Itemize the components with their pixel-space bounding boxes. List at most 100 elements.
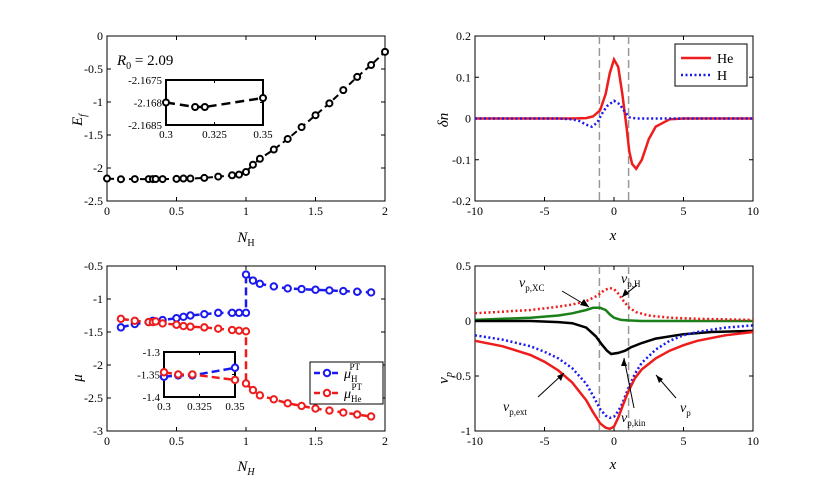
p3-marker bbox=[214, 324, 223, 333]
p1-marker bbox=[283, 134, 292, 143]
p1-marker bbox=[325, 99, 334, 108]
p3i-y-tick-label: -1.4 bbox=[143, 392, 161, 404]
p3-inset-line bbox=[163, 366, 236, 379]
p4-y-ticks: 0.5 0 -0.5 -1 bbox=[452, 259, 753, 438]
p2-legend: He H bbox=[674, 43, 748, 87]
p4-arrowhead-kin bbox=[621, 358, 627, 366]
p3-marker bbox=[227, 325, 237, 335]
p3i-x-tick-label: 0.3 bbox=[157, 401, 171, 413]
p3-marker bbox=[339, 408, 348, 417]
p3-marker bbox=[339, 286, 348, 296]
p3-marker bbox=[297, 401, 306, 411]
p2-x-label: x bbox=[609, 228, 617, 244]
p1-marker bbox=[248, 160, 257, 169]
p1-x-ticks: 0 0.5 1 1.5 2 bbox=[104, 36, 388, 218]
p3-marker bbox=[214, 308, 223, 318]
p3-marker bbox=[227, 308, 237, 318]
p3-marker bbox=[269, 282, 278, 291]
p1-y-tick-label: -1.5 bbox=[84, 128, 103, 142]
p2-y-tick-label: 0.2 bbox=[456, 29, 471, 43]
p1-marker bbox=[214, 172, 223, 181]
p3-marker bbox=[186, 311, 195, 320]
p1-marker bbox=[242, 167, 250, 176]
p3-inset-marker bbox=[230, 375, 240, 385]
p3-x-tick-label: 1.5 bbox=[308, 434, 323, 448]
p3-y-tick-label: -1.5 bbox=[84, 325, 103, 339]
p3-marker bbox=[255, 391, 265, 400]
p4-arrowhead-vp bbox=[656, 375, 663, 383]
p2-y-tick-label: -0.2 bbox=[452, 194, 471, 208]
p3-y-tick-label: -2.5 bbox=[84, 391, 103, 405]
p1-marker bbox=[297, 123, 306, 132]
p4-x-tick-label: 10 bbox=[747, 434, 759, 448]
p4-x-label: x bbox=[609, 457, 617, 473]
p3-inset-marker bbox=[174, 370, 183, 379]
p4-label-vp: vp bbox=[680, 401, 691, 418]
p1-marker bbox=[353, 72, 362, 81]
p4-arrowhead-xc bbox=[580, 299, 589, 307]
p2-y-ticks: 0.2 0.1 0 -0.1 -0.2 bbox=[452, 29, 753, 208]
p3-marker bbox=[311, 404, 320, 413]
p4-x-tick-label: -10 bbox=[467, 434, 483, 448]
p3-inset: 0.3 0.325 0.35 -1.3 -1.35 -1.4 bbox=[137, 347, 245, 413]
p3-marker bbox=[366, 288, 376, 297]
p1-inset-series bbox=[162, 94, 267, 111]
p2-partition-lines bbox=[598, 36, 630, 201]
p3i-x-tick-label: 0.325 bbox=[187, 401, 212, 413]
p3-marker bbox=[241, 379, 251, 388]
p3-y-label: μ bbox=[70, 374, 86, 383]
p4-series-vp bbox=[474, 324, 754, 420]
p4-series-vp,ext bbox=[474, 330, 754, 431]
p2-x-ticks: -10 -5 0 5 10 bbox=[467, 36, 759, 218]
p2-series-H bbox=[475, 99, 753, 129]
p3-legend: μHPT μHePT bbox=[309, 361, 384, 405]
p2-x-tick-label: -5 bbox=[540, 204, 550, 218]
p4-series-vp,kin bbox=[475, 319, 754, 356]
p4-arrowhead-ext bbox=[557, 373, 564, 381]
p3-marker bbox=[255, 279, 265, 289]
p1-inset: 0.3 0.325 0.35 -2.1675 -2.168 -2.1685 bbox=[128, 75, 273, 141]
p1-marker bbox=[235, 170, 244, 179]
p3-y-tick-label: -2 bbox=[93, 358, 103, 372]
p1-annotation-r0: R0 = 2.09 bbox=[116, 53, 173, 72]
p1i-x-tick-label: 0.3 bbox=[159, 129, 173, 141]
p3-marker bbox=[116, 323, 126, 332]
p4-label-vp-xc: vp,XC bbox=[519, 276, 544, 293]
p3-x-tick-label: 0.5 bbox=[169, 434, 184, 448]
p3-legend-he-marker bbox=[322, 388, 332, 398]
p3-legend-h-marker bbox=[322, 368, 332, 378]
p3-inset-marker bbox=[230, 363, 240, 372]
p1-marker bbox=[179, 174, 188, 183]
p1i-x-tick-label: 0.35 bbox=[253, 129, 273, 141]
p1-y-tick-label: -0.5 bbox=[84, 62, 103, 76]
p3-marker bbox=[269, 395, 278, 404]
p1-y-label: Ef bbox=[70, 113, 89, 127]
p4-y-tick-label: 0 bbox=[465, 314, 471, 328]
p3-y-tick-label: -1 bbox=[93, 292, 103, 306]
p3-inset-y-ticks: -1.3 -1.35 -1.4 bbox=[137, 347, 235, 404]
p1-inset-marker bbox=[162, 98, 170, 107]
p1i-y-tick-label: -2.1675 bbox=[128, 75, 162, 87]
p3-marker bbox=[353, 410, 362, 419]
p2-y-tick-label: -0.1 bbox=[452, 153, 471, 167]
p3-marker bbox=[248, 385, 258, 395]
p3-marker bbox=[116, 314, 126, 323]
p3-inset-marker bbox=[159, 368, 169, 377]
p3-marker bbox=[172, 320, 181, 329]
p3-x-tick-label: 1 bbox=[243, 434, 249, 448]
p3-y-ticks: -0.5 -1 -1.5 -2 -2.5 -3 bbox=[84, 259, 385, 438]
panel-formation-energy: 0 0.5 1 1.5 2 0 -0.5 -1 -1.5 -2 -2.5 R0 = 2.09 NH… bbox=[70, 29, 389, 249]
p2-legend-he: He bbox=[717, 52, 733, 67]
p1-x-tick-label: 2 bbox=[382, 204, 388, 218]
p3-marker bbox=[234, 326, 244, 335]
p1-inset-y-ticks: -2.1675 -2.168 -2.1685 bbox=[128, 75, 263, 132]
p3-marker bbox=[179, 312, 188, 322]
p1-marker bbox=[116, 175, 125, 184]
p3-x-tick-label: 0 bbox=[104, 434, 110, 448]
p4-arrow-kin bbox=[623, 357, 635, 409]
p4-x-tick-label: 5 bbox=[681, 434, 687, 448]
p1-x-tick-label: 1.5 bbox=[308, 204, 323, 218]
p3-inset-line bbox=[163, 371, 236, 382]
p3-marker bbox=[248, 276, 258, 285]
p4-label-vp-kin: vp,kin bbox=[621, 411, 646, 428]
